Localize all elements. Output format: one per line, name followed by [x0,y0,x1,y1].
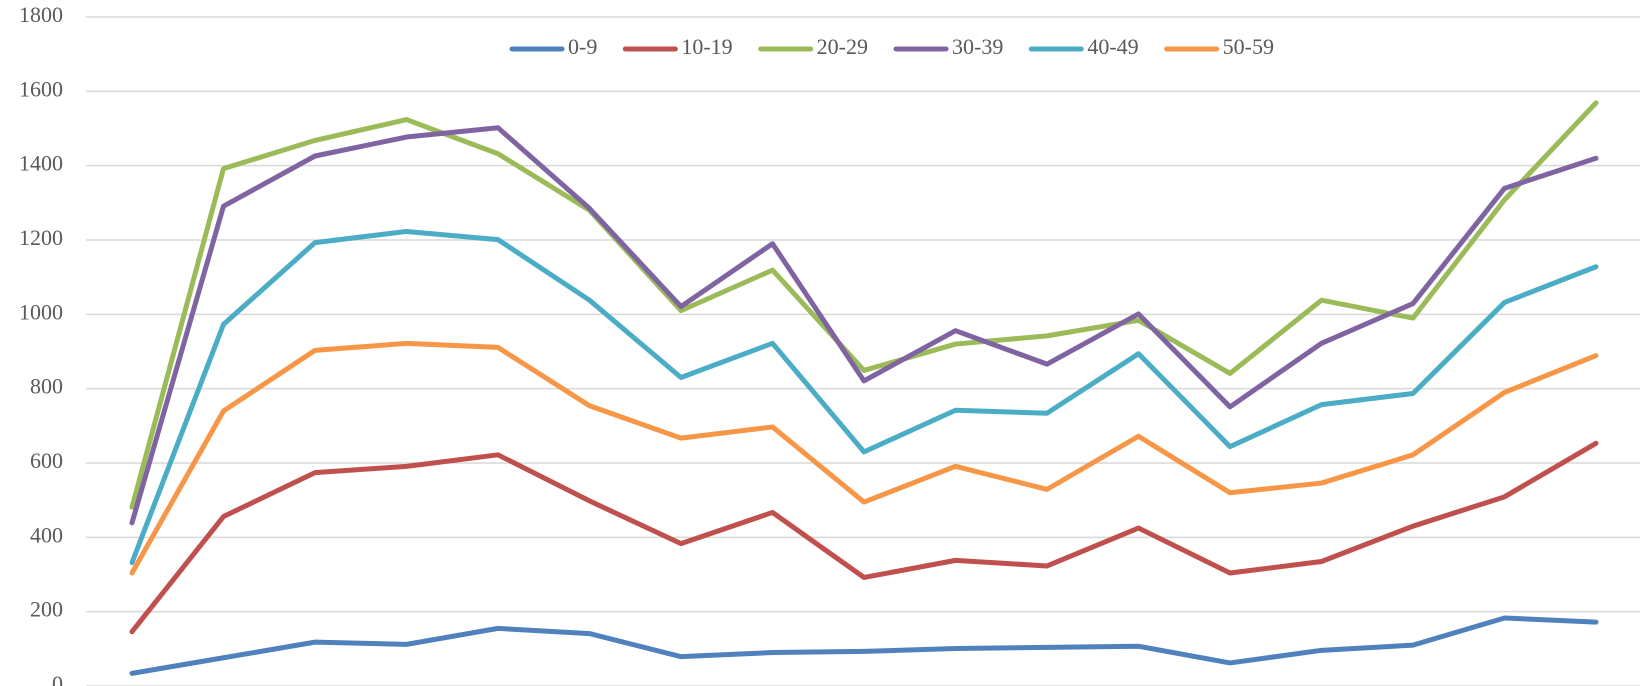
y-tick-label: 1800 [19,2,63,27]
legend-label: 30-39 [952,34,1003,59]
series-line [129,100,1599,510]
y-tick-label: 1600 [19,76,63,101]
y-tick-label: 1400 [19,151,63,176]
y-tick-label: 1200 [19,225,63,250]
series-line [129,228,1599,566]
y-tick-label: 800 [30,374,63,399]
legend-label: 50-59 [1223,34,1274,59]
legend-label: 0-9 [568,34,597,59]
series-line [129,125,1599,526]
y-tick-label: 400 [30,522,63,547]
legend-label: 40-49 [1087,34,1138,59]
legend-label: 10-19 [681,34,732,59]
legend: 0-9 10-19 20-29 30-39 40-49 50-59 [509,34,1274,59]
y-tick-label: 0 [52,671,63,686]
y-tick-label: 200 [30,597,63,622]
y-tick-label: 1000 [19,299,63,324]
series-line [129,615,1599,676]
series-line [129,340,1599,576]
series-line [129,440,1599,635]
y-tick-label: 600 [30,448,63,473]
legend-label: 20-29 [817,34,868,59]
